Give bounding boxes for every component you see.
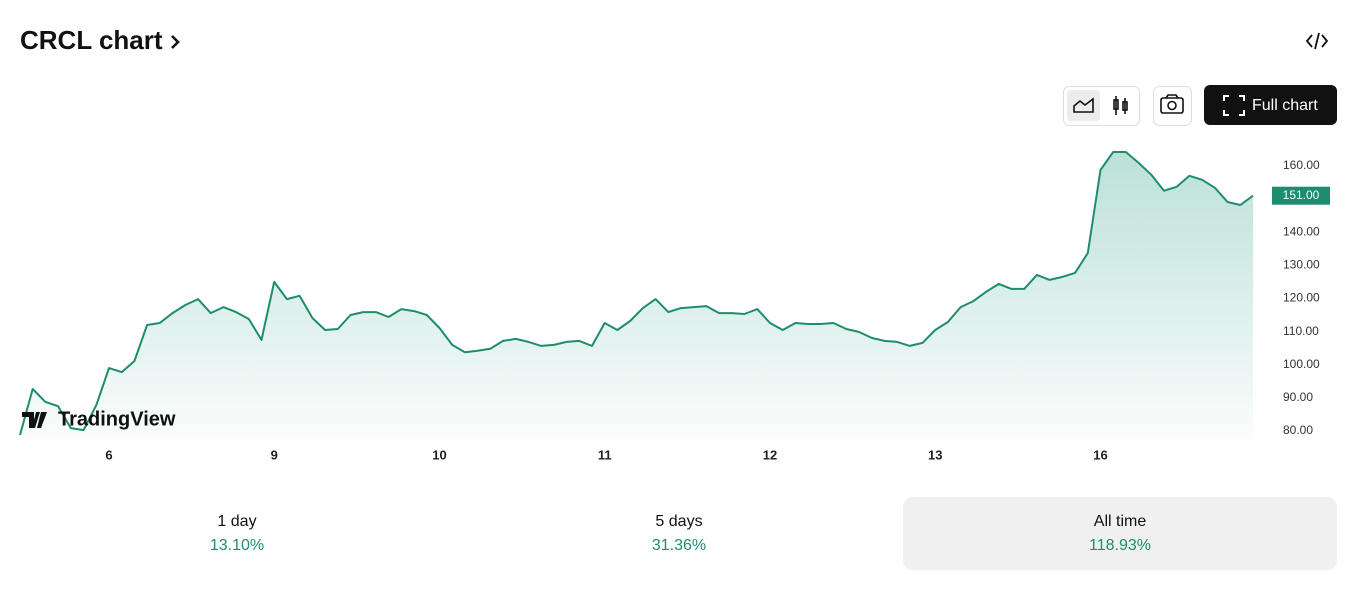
- x-tick-label: 9: [271, 447, 278, 462]
- full-chart-bg[interactable]: [1204, 85, 1337, 125]
- y-tick-label: 160.00: [1283, 158, 1320, 172]
- y-tick-label: 110.00: [1283, 324, 1319, 338]
- header[interactable]: CRCL chart: [20, 25, 180, 55]
- y-tick-label: 120.00: [1283, 291, 1320, 305]
- stat-label[interactable]: 5 days: [655, 513, 702, 530]
- area-fill: [20, 152, 1253, 440]
- stat-label[interactable]: 1 day: [217, 513, 256, 530]
- y-tick-label: 100.00: [1283, 357, 1320, 371]
- x-tick-label: 13: [928, 447, 942, 462]
- camera-icon[interactable]: [1160, 94, 1184, 114]
- line-style-button[interactable]: [1067, 90, 1100, 121]
- snapshot-button[interactable]: [1153, 86, 1192, 126]
- x-tick-label: 10: [432, 447, 446, 462]
- y-tick-label: 140.00: [1283, 224, 1320, 238]
- x-tick-label: 11: [598, 447, 612, 462]
- y-tick-label: 130.00: [1283, 257, 1320, 271]
- stat-value[interactable]: 31.36%: [652, 537, 706, 554]
- stat-label[interactable]: All time: [1094, 513, 1147, 530]
- last-price-label: 151.00: [1283, 188, 1320, 202]
- stat-selected-bg[interactable]: [903, 497, 1337, 570]
- x-tick-label: 12: [763, 447, 777, 462]
- y-tick-label: 90.00: [1283, 390, 1313, 404]
- line-icon[interactable]: [1073, 97, 1094, 113]
- price-chart: 80.00 90.00 100.00 110.00 120.00 130.00 140.00…: [19, 151, 1330, 462]
- page-title[interactable]: CRCL chart: [20, 25, 163, 55]
- chevron-icon[interactable]: [171, 35, 180, 49]
- y-tick-label: 80.00: [1283, 423, 1313, 437]
- full-chart-button[interactable]: Full chart: [1204, 85, 1337, 125]
- stat-value[interactable]: 118.93%: [1089, 537, 1151, 554]
- embed-icon[interactable]: [1305, 32, 1329, 50]
- fullscreen-icon[interactable]: [1223, 95, 1245, 116]
- tradingview-logo: TradingView: [22, 408, 176, 430]
- logo-mark: [22, 412, 47, 428]
- last-price-box: [1272, 186, 1330, 205]
- stats: 1 day 13.10% 5 days 31.36% All time 118.93%: [210, 513, 1151, 554]
- watermark: TradingView: [58, 408, 176, 430]
- x-tick-label: 16: [1093, 447, 1107, 462]
- full-chart-label[interactable]: Full chart: [1252, 97, 1318, 114]
- candle-icon[interactable]: [1113, 96, 1128, 115]
- stat-value[interactable]: 13.10%: [210, 537, 264, 554]
- x-tick-label: 6: [105, 447, 112, 462]
- price-line: [19, 151, 1254, 436]
